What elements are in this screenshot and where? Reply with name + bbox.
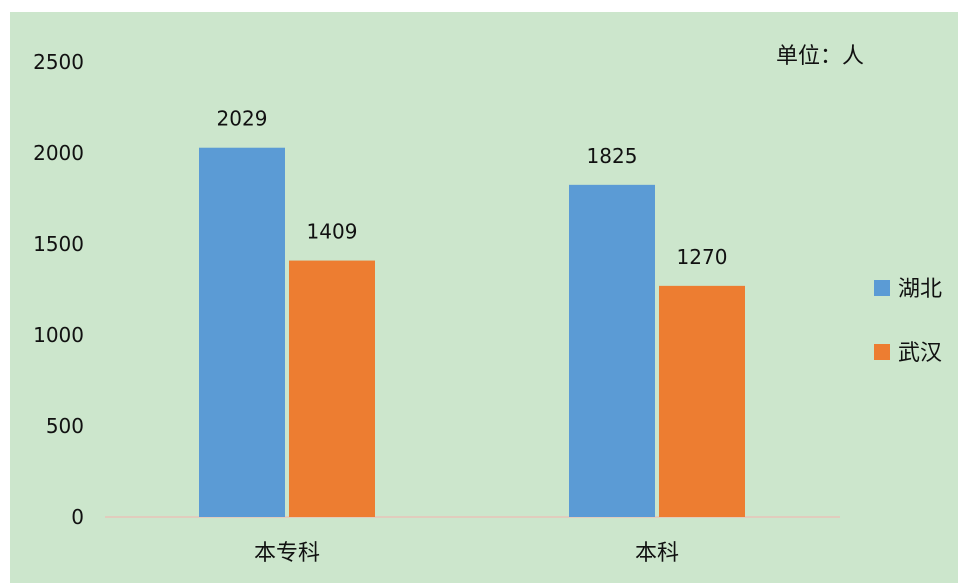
y-tick-label: 2500 xyxy=(33,50,84,74)
y-tick-label: 1000 xyxy=(33,323,84,347)
bar-wuhan-0 xyxy=(289,260,375,517)
data-label: 1825 xyxy=(587,144,638,168)
chart-background xyxy=(10,12,958,583)
bars-group xyxy=(199,147,745,518)
data-label: 1270 xyxy=(677,245,728,269)
data-label: 1409 xyxy=(307,220,358,244)
unit-note: 单位：人 xyxy=(776,44,864,69)
category-labels-group: 本专科 本科 xyxy=(254,541,679,566)
y-tick-label: 2000 xyxy=(33,141,84,165)
category-label: 本专科 xyxy=(254,541,320,566)
y-axis-ticks: 0 500 1000 1500 2000 2500 xyxy=(33,50,84,529)
data-labels-group: 2029 1409 1825 1270 xyxy=(217,107,728,269)
legend-swatch xyxy=(874,280,890,296)
category-label: 本科 xyxy=(635,541,679,566)
bar-hubei-0 xyxy=(199,147,285,518)
y-tick-label: 500 xyxy=(46,414,84,438)
bar-hubei-1 xyxy=(569,184,655,517)
y-tick-label: 0 xyxy=(71,505,84,529)
legend-label: 武汉 xyxy=(898,341,942,366)
legend-swatch xyxy=(874,344,890,360)
data-label: 2029 xyxy=(217,107,268,131)
y-tick-label: 1500 xyxy=(33,232,84,256)
legend-label: 湖北 xyxy=(898,277,942,302)
bar-wuhan-1 xyxy=(659,285,745,517)
